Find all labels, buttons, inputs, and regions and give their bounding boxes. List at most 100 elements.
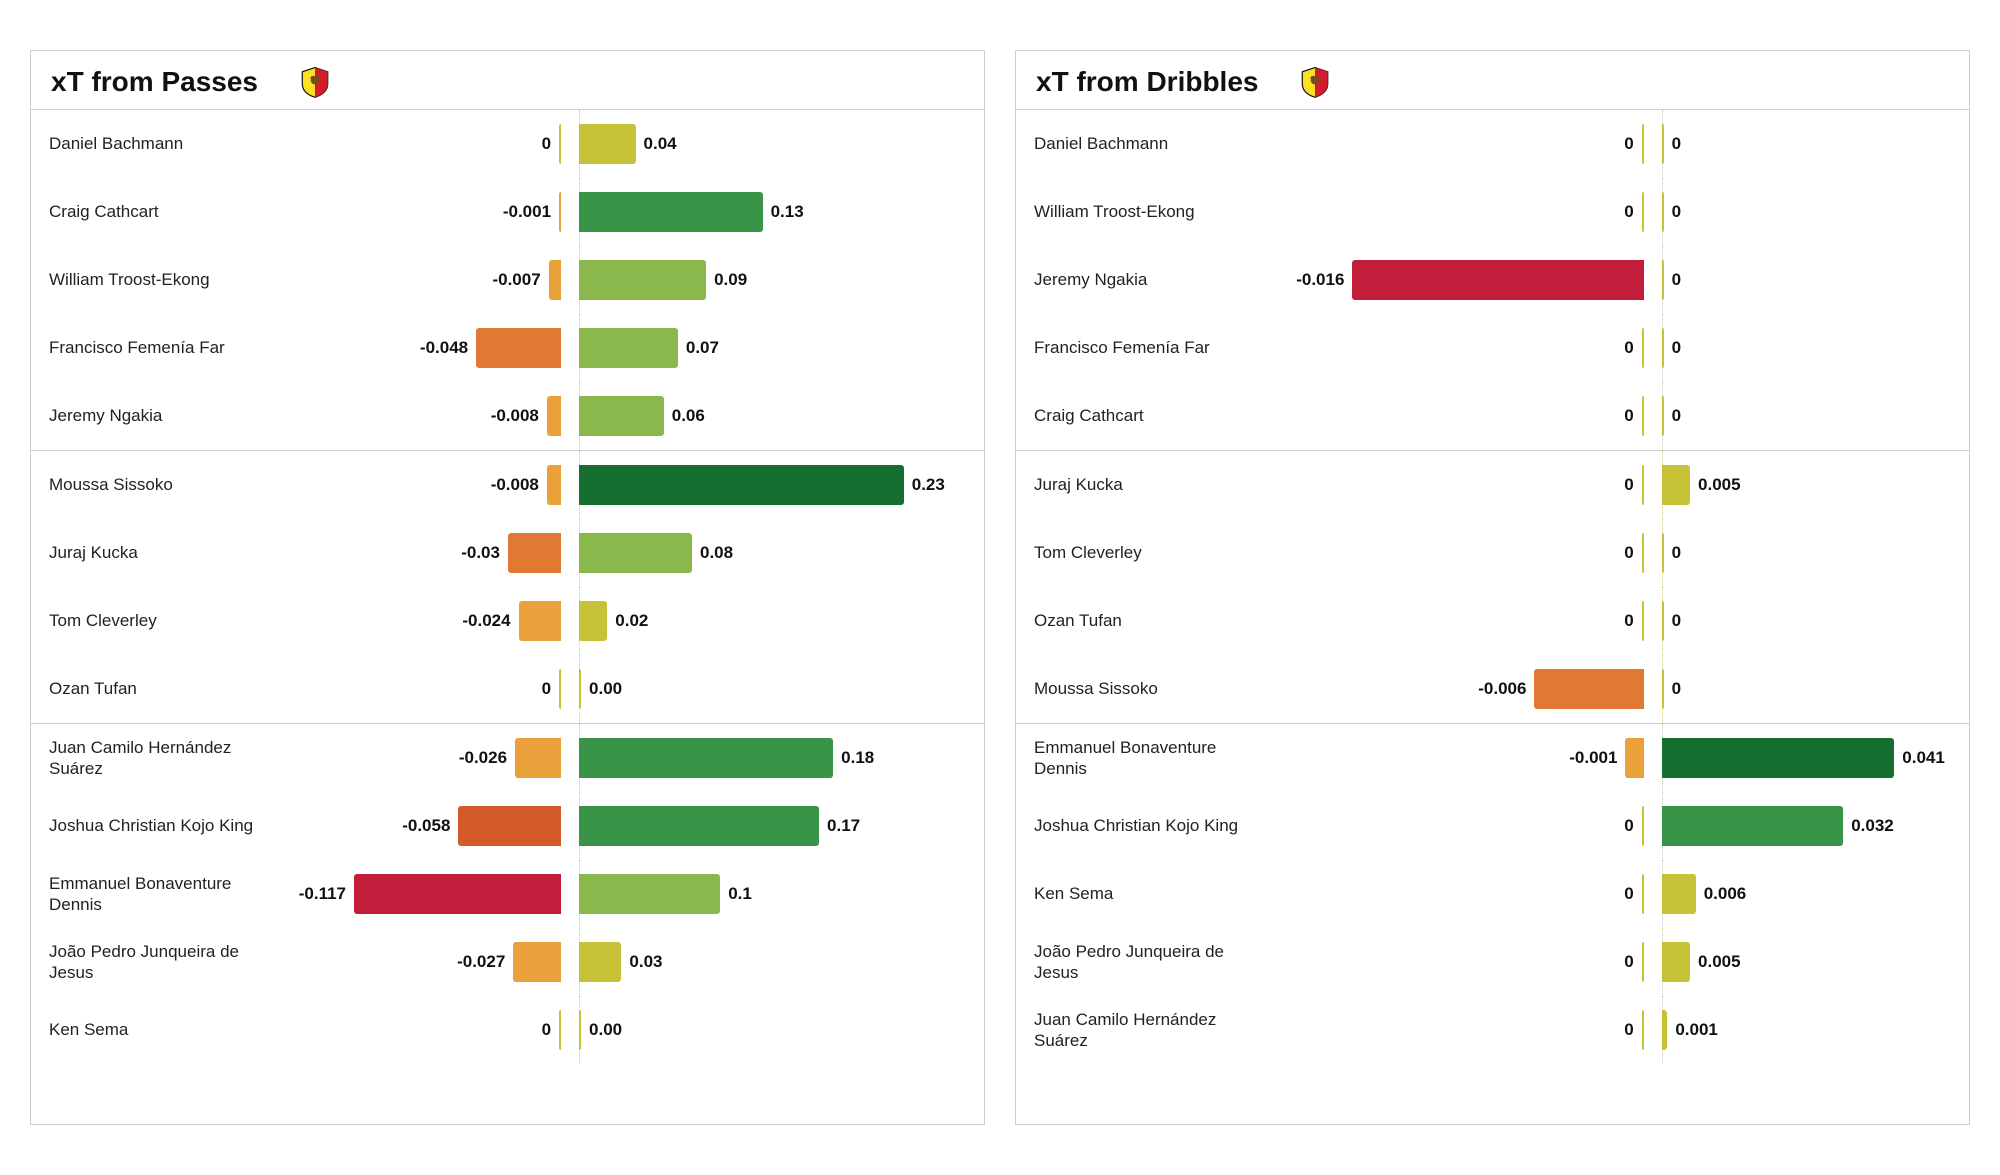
pos-label: 0 bbox=[1672, 134, 1681, 154]
neg-label: 0 bbox=[1624, 816, 1633, 836]
neg-label: 0 bbox=[542, 134, 551, 154]
player-name: Daniel Bachmann bbox=[31, 133, 279, 154]
pos-label: 0.04 bbox=[644, 134, 677, 154]
pos-label: 0 bbox=[1672, 611, 1681, 631]
pos-label: 0.09 bbox=[714, 270, 747, 290]
player-name: Tom Cleverley bbox=[1016, 542, 1264, 563]
bar-area: 0 0.005 bbox=[1264, 928, 1969, 996]
player-row: Ozan Tufan00.00 bbox=[31, 655, 984, 723]
neg-label: 0 bbox=[1624, 134, 1633, 154]
player-row: Francisco Femenía Far00 bbox=[1016, 314, 1969, 382]
team-badge-icon bbox=[298, 65, 332, 99]
player-name: Juan Camilo Hernández Suárez bbox=[31, 737, 279, 780]
neg-label: -0.008 bbox=[491, 475, 539, 495]
player-name: Juraj Kucka bbox=[1016, 474, 1264, 495]
player-row: Moussa Sissoko-0.0080.23 bbox=[31, 451, 984, 519]
pos-bar bbox=[579, 192, 763, 232]
player-name: Jeremy Ngakia bbox=[31, 405, 279, 426]
pos-label: 0.03 bbox=[629, 952, 662, 972]
pos-label: 0 bbox=[1672, 543, 1681, 563]
bar-area: 00 bbox=[1264, 587, 1969, 655]
bar-area: 00.032 bbox=[1264, 792, 1969, 860]
neg-bar bbox=[515, 738, 561, 778]
pos-label: 0.17 bbox=[827, 816, 860, 836]
neg-bar bbox=[549, 260, 561, 300]
player-row: Daniel Bachmann 0 0.04 bbox=[31, 110, 984, 178]
bar-area: 00 bbox=[1264, 519, 1969, 587]
player-name: William Troost-Ekong bbox=[31, 269, 279, 290]
neg-label: -0.016 bbox=[1296, 270, 1344, 290]
player-name: Emmanuel Bonaventure Dennis bbox=[31, 873, 279, 916]
player-name: Ken Sema bbox=[31, 1019, 279, 1040]
neg-label: -0.058 bbox=[402, 816, 450, 836]
player-row: Jeremy Ngakia -0.008 0.06 bbox=[31, 382, 984, 450]
player-name: Francisco Femenía Far bbox=[1016, 337, 1264, 358]
player-row: William Troost-Ekong00 bbox=[1016, 178, 1969, 246]
neg-label: -0.048 bbox=[420, 338, 468, 358]
neg-bar bbox=[508, 533, 561, 573]
neg-bar bbox=[1642, 942, 1644, 982]
player-row: Daniel Bachmann00 bbox=[1016, 110, 1969, 178]
pos-label: 0.041 bbox=[1902, 748, 1945, 768]
player-name: Ozan Tufan bbox=[1016, 610, 1264, 631]
pos-label: 0.06 bbox=[672, 406, 705, 426]
pos-label: 0 bbox=[1672, 270, 1681, 290]
neg-bar bbox=[513, 942, 561, 982]
pos-bar bbox=[1662, 669, 1664, 709]
neg-bar bbox=[547, 465, 561, 505]
neg-bar bbox=[458, 806, 561, 846]
pos-bar bbox=[579, 328, 678, 368]
pos-bar bbox=[579, 396, 664, 436]
pos-bar bbox=[1662, 465, 1690, 505]
title-text: xT from Passes bbox=[51, 66, 258, 98]
pos-label: 0.02 bbox=[615, 611, 648, 631]
neg-bar bbox=[1642, 874, 1644, 914]
neg-label: 0 bbox=[1624, 884, 1633, 904]
neg-label: -0.001 bbox=[1569, 748, 1617, 768]
pos-label: 0.00 bbox=[589, 679, 622, 699]
neg-bar bbox=[1642, 192, 1644, 232]
neg-bar bbox=[547, 396, 561, 436]
neg-label: -0.027 bbox=[457, 952, 505, 972]
neg-label: -0.03 bbox=[461, 543, 500, 563]
bar-area: 00.005 bbox=[1264, 451, 1969, 519]
neg-label: 0 bbox=[1624, 952, 1633, 972]
neg-bar bbox=[1642, 465, 1644, 505]
pos-label: 0 bbox=[1672, 679, 1681, 699]
player-name: Tom Cleverley bbox=[31, 610, 279, 631]
pos-bar bbox=[1662, 192, 1664, 232]
pos-label: 0.005 bbox=[1698, 952, 1741, 972]
groups: Daniel Bachmann00William Troost-Ekong00J… bbox=[1016, 109, 1969, 1124]
team-badge-icon bbox=[1298, 65, 1332, 99]
bar-area: 00.001 bbox=[1264, 996, 1969, 1064]
pos-label: 0.13 bbox=[771, 202, 804, 222]
bar-area: -0.0080.23 bbox=[279, 451, 984, 519]
pos-bar bbox=[579, 533, 692, 573]
neg-label: 0 bbox=[1624, 543, 1633, 563]
bar-area: -0.016 0 bbox=[1264, 246, 1969, 314]
neg-label: -0.006 bbox=[1478, 679, 1526, 699]
bar-area: 00 bbox=[1264, 110, 1969, 178]
title-text: xT from Dribbles bbox=[1036, 66, 1258, 98]
player-name: Jeremy Ngakia bbox=[1016, 269, 1264, 290]
player-row: Juan Camilo Hernández Suárez-0.0260.18 bbox=[31, 724, 984, 792]
player-name: Emmanuel Bonaventure Dennis bbox=[1016, 737, 1264, 780]
pos-bar bbox=[1662, 601, 1664, 641]
panel-passes: xT from Passes Daniel Bachmann00.04Craig… bbox=[30, 50, 985, 1125]
row-group: Moussa Sissoko-0.0080.23Juraj Kucka-0.03… bbox=[31, 450, 984, 723]
player-name: João Pedro Junqueira de Jesus bbox=[31, 941, 279, 984]
bar-area: 00 bbox=[1264, 314, 1969, 382]
neg-label: -0.008 bbox=[491, 406, 539, 426]
player-name: Moussa Sissoko bbox=[31, 474, 279, 495]
neg-label: 0 bbox=[542, 679, 551, 699]
neg-label: -0.001 bbox=[503, 202, 551, 222]
player-name: Juan Camilo Hernández Suárez bbox=[1016, 1009, 1264, 1052]
player-name: William Troost-Ekong bbox=[1016, 201, 1264, 222]
player-row: Ken Sema00.006 bbox=[1016, 860, 1969, 928]
pos-label: 0 bbox=[1672, 406, 1681, 426]
bar-area: -0.008 0.06 bbox=[279, 382, 984, 450]
pos-bar bbox=[1662, 328, 1664, 368]
bar-area: -0.001 0.041 bbox=[1264, 724, 1969, 792]
neg-label: 0 bbox=[542, 1020, 551, 1040]
neg-bar bbox=[559, 1010, 561, 1050]
